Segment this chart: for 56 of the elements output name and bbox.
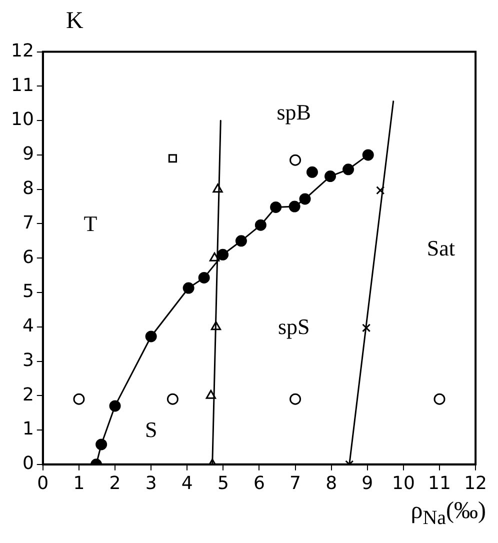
y-tick-label: 2 (22, 384, 34, 406)
point (288, 200, 300, 212)
x-tick-label: 2 (109, 472, 121, 494)
annotation: spB (276, 99, 311, 124)
point (198, 272, 210, 284)
point (376, 186, 385, 195)
x-tick-label: 8 (326, 472, 338, 494)
x-tick-label: 1 (73, 472, 85, 494)
x-tick-label: 10 (392, 472, 415, 494)
x-axis-title: ρ$_{Na}$(‰) (410, 498, 486, 530)
x-tick-label: 7 (290, 472, 302, 494)
y-tick-label: 8 (22, 178, 34, 200)
point (324, 170, 336, 182)
point (96, 438, 108, 450)
point (254, 219, 266, 231)
x-tick-label: 12 (464, 472, 487, 494)
x-tick-label: 4 (181, 472, 193, 494)
x-tick-label: 3 (145, 472, 157, 494)
point (166, 393, 178, 405)
y-tick-label: 5 (22, 281, 34, 302)
annotation: spS (278, 314, 310, 340)
y-tick-label: 12 (11, 40, 34, 62)
y-tick-label: 1 (22, 418, 34, 440)
point (145, 330, 157, 342)
y-tick-label: 6 (22, 246, 34, 268)
y-tick-label: 7 (22, 212, 34, 234)
point (290, 154, 302, 166)
x-tick-label: 0 (37, 472, 49, 494)
y-tick-label: 11 (11, 74, 34, 96)
x-tick-label: 9 (362, 472, 374, 494)
y-tick-label: 0 (22, 453, 34, 474)
y-tick-label: 10 (11, 109, 34, 130)
y-axis-title: K (66, 8, 84, 35)
point (434, 393, 446, 405)
point (217, 248, 229, 260)
annotation: T (84, 210, 98, 236)
y-tick-label: 3 (22, 350, 34, 371)
y-tick-label: 9 (22, 144, 34, 165)
annotation: S (144, 417, 158, 442)
point (342, 164, 354, 176)
point (168, 154, 177, 163)
point (109, 400, 121, 412)
point (290, 393, 302, 405)
x-tick-label: 6 (254, 472, 265, 494)
point (299, 193, 311, 205)
y-tick-label: 4 (22, 316, 34, 337)
point (73, 393, 85, 405)
annotation: Sat (426, 236, 455, 261)
point (362, 324, 371, 332)
point (306, 166, 318, 178)
x-tick-label: 11 (428, 472, 451, 494)
x-tick-label: 5 (217, 472, 229, 494)
point (270, 201, 282, 213)
point (182, 282, 194, 294)
point (235, 235, 247, 247)
point (362, 149, 374, 161)
